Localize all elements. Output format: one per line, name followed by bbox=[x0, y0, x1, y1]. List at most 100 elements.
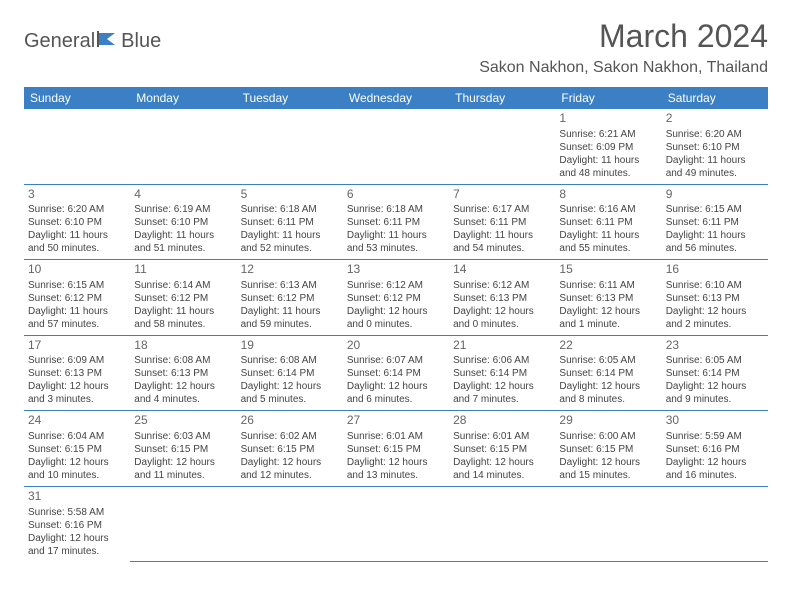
day-number: 20 bbox=[347, 338, 445, 354]
day-number: 4 bbox=[134, 187, 232, 203]
calendar-cell: 31Sunrise: 5:58 AMSunset: 6:16 PMDayligh… bbox=[24, 486, 130, 561]
sun-info: Daylight: 11 hours bbox=[28, 305, 126, 318]
sun-info: Sunrise: 6:08 AM bbox=[241, 354, 339, 367]
calendar-cell: 11Sunrise: 6:14 AMSunset: 6:12 PMDayligh… bbox=[130, 260, 236, 336]
sun-info: Sunrise: 6:08 AM bbox=[134, 354, 232, 367]
sun-info: Sunrise: 6:18 AM bbox=[241, 203, 339, 216]
calendar-cell: 13Sunrise: 6:12 AMSunset: 6:12 PMDayligh… bbox=[343, 260, 449, 336]
sun-info: Sunrise: 6:01 AM bbox=[347, 430, 445, 443]
sun-info: Sunset: 6:15 PM bbox=[453, 443, 551, 456]
day-number: 7 bbox=[453, 187, 551, 203]
sun-info: Sunrise: 6:10 AM bbox=[666, 279, 764, 292]
sun-info: Sunset: 6:11 PM bbox=[347, 216, 445, 229]
sun-info: Daylight: 11 hours bbox=[134, 229, 232, 242]
calendar-row: 10Sunrise: 6:15 AMSunset: 6:12 PMDayligh… bbox=[24, 260, 768, 336]
sun-info: Sunrise: 6:06 AM bbox=[453, 354, 551, 367]
day-number: 12 bbox=[241, 262, 339, 278]
day-number: 19 bbox=[241, 338, 339, 354]
calendar-cell bbox=[130, 486, 236, 561]
sun-info: Sunset: 6:15 PM bbox=[28, 443, 126, 456]
sun-info: Sunrise: 6:04 AM bbox=[28, 430, 126, 443]
calendar-cell: 3Sunrise: 6:20 AMSunset: 6:10 PMDaylight… bbox=[24, 184, 130, 260]
day-number: 16 bbox=[666, 262, 764, 278]
day-number: 6 bbox=[347, 187, 445, 203]
sun-info: and 17 minutes. bbox=[28, 545, 126, 558]
sun-info: Sunset: 6:14 PM bbox=[453, 367, 551, 380]
sun-info: and 52 minutes. bbox=[241, 242, 339, 255]
sun-info: Daylight: 11 hours bbox=[666, 154, 764, 167]
sun-info: Daylight: 12 hours bbox=[559, 305, 657, 318]
calendar-cell: 14Sunrise: 6:12 AMSunset: 6:13 PMDayligh… bbox=[449, 260, 555, 336]
sun-info: Daylight: 12 hours bbox=[241, 380, 339, 393]
sun-info: and 2 minutes. bbox=[666, 318, 764, 331]
sun-info: Daylight: 11 hours bbox=[453, 229, 551, 242]
sun-info: Sunrise: 6:09 AM bbox=[28, 354, 126, 367]
sun-info: Daylight: 12 hours bbox=[559, 380, 657, 393]
sun-info: Daylight: 11 hours bbox=[241, 305, 339, 318]
location-text: Sakon Nakhon, Sakon Nakhon, Thailand bbox=[479, 59, 768, 77]
sun-info: Daylight: 12 hours bbox=[241, 456, 339, 469]
sun-info: and 53 minutes. bbox=[347, 242, 445, 255]
sun-info: Daylight: 12 hours bbox=[28, 456, 126, 469]
calendar-cell: 24Sunrise: 6:04 AMSunset: 6:15 PMDayligh… bbox=[24, 411, 130, 487]
sun-info: Sunrise: 5:59 AM bbox=[666, 430, 764, 443]
sun-info: Daylight: 12 hours bbox=[347, 305, 445, 318]
sun-info: and 9 minutes. bbox=[666, 393, 764, 406]
sun-info: Sunrise: 6:13 AM bbox=[241, 279, 339, 292]
sun-info: Sunrise: 6:07 AM bbox=[347, 354, 445, 367]
sun-info: Sunset: 6:14 PM bbox=[347, 367, 445, 380]
sun-info: Sunrise: 6:18 AM bbox=[347, 203, 445, 216]
flag-icon bbox=[97, 31, 119, 52]
sun-info: and 4 minutes. bbox=[134, 393, 232, 406]
sun-info: Sunrise: 6:21 AM bbox=[559, 128, 657, 141]
sun-info: and 12 minutes. bbox=[241, 469, 339, 482]
calendar-cell: 19Sunrise: 6:08 AMSunset: 6:14 PMDayligh… bbox=[237, 335, 343, 411]
sun-info: Sunset: 6:10 PM bbox=[28, 216, 126, 229]
sun-info: and 15 minutes. bbox=[559, 469, 657, 482]
sun-info: Sunrise: 6:05 AM bbox=[559, 354, 657, 367]
calendar-cell: 7Sunrise: 6:17 AMSunset: 6:11 PMDaylight… bbox=[449, 184, 555, 260]
sun-info: Sunset: 6:14 PM bbox=[559, 367, 657, 380]
calendar-cell: 27Sunrise: 6:01 AMSunset: 6:15 PMDayligh… bbox=[343, 411, 449, 487]
title-block: March 2024 Sakon Nakhon, Sakon Nakhon, T… bbox=[479, 18, 768, 77]
calendar-cell: 26Sunrise: 6:02 AMSunset: 6:15 PMDayligh… bbox=[237, 411, 343, 487]
calendar-cell: 22Sunrise: 6:05 AMSunset: 6:14 PMDayligh… bbox=[555, 335, 661, 411]
day-number: 14 bbox=[453, 262, 551, 278]
sun-info: and 57 minutes. bbox=[28, 318, 126, 331]
sun-info: Sunrise: 6:03 AM bbox=[134, 430, 232, 443]
calendar-cell bbox=[237, 109, 343, 184]
sun-info: and 50 minutes. bbox=[28, 242, 126, 255]
calendar-cell: 9Sunrise: 6:15 AMSunset: 6:11 PMDaylight… bbox=[662, 184, 768, 260]
sun-info: Sunset: 6:13 PM bbox=[666, 292, 764, 305]
sun-info: Daylight: 12 hours bbox=[453, 456, 551, 469]
sun-info: Sunset: 6:15 PM bbox=[347, 443, 445, 456]
sun-info: and 1 minute. bbox=[559, 318, 657, 331]
sun-info: Daylight: 12 hours bbox=[666, 380, 764, 393]
sun-info: and 0 minutes. bbox=[347, 318, 445, 331]
day-number: 8 bbox=[559, 187, 657, 203]
sun-info: Sunrise: 6:15 AM bbox=[28, 279, 126, 292]
brand-text-blue: Blue bbox=[121, 30, 161, 53]
calendar-cell bbox=[662, 486, 768, 561]
sun-info: Sunrise: 6:00 AM bbox=[559, 430, 657, 443]
calendar-cell: 17Sunrise: 6:09 AMSunset: 6:13 PMDayligh… bbox=[24, 335, 130, 411]
day-number: 1 bbox=[559, 111, 657, 127]
brand-text-general: General bbox=[24, 30, 95, 53]
calendar-row: 31Sunrise: 5:58 AMSunset: 6:16 PMDayligh… bbox=[24, 486, 768, 561]
sun-info: and 7 minutes. bbox=[453, 393, 551, 406]
day-number: 26 bbox=[241, 413, 339, 429]
sun-info: Daylight: 12 hours bbox=[559, 456, 657, 469]
sun-info: Sunset: 6:13 PM bbox=[134, 367, 232, 380]
day-header: Friday bbox=[555, 87, 661, 109]
calendar-cell: 12Sunrise: 6:13 AMSunset: 6:12 PMDayligh… bbox=[237, 260, 343, 336]
calendar-cell: 18Sunrise: 6:08 AMSunset: 6:13 PMDayligh… bbox=[130, 335, 236, 411]
sun-info: Sunrise: 6:12 AM bbox=[347, 279, 445, 292]
calendar-cell: 10Sunrise: 6:15 AMSunset: 6:12 PMDayligh… bbox=[24, 260, 130, 336]
sun-info: Daylight: 11 hours bbox=[241, 229, 339, 242]
sun-info: and 48 minutes. bbox=[559, 167, 657, 180]
sun-info: Daylight: 11 hours bbox=[666, 229, 764, 242]
day-header: Sunday bbox=[24, 87, 130, 109]
day-number: 11 bbox=[134, 262, 232, 278]
sun-info: Sunset: 6:15 PM bbox=[559, 443, 657, 456]
day-number: 27 bbox=[347, 413, 445, 429]
